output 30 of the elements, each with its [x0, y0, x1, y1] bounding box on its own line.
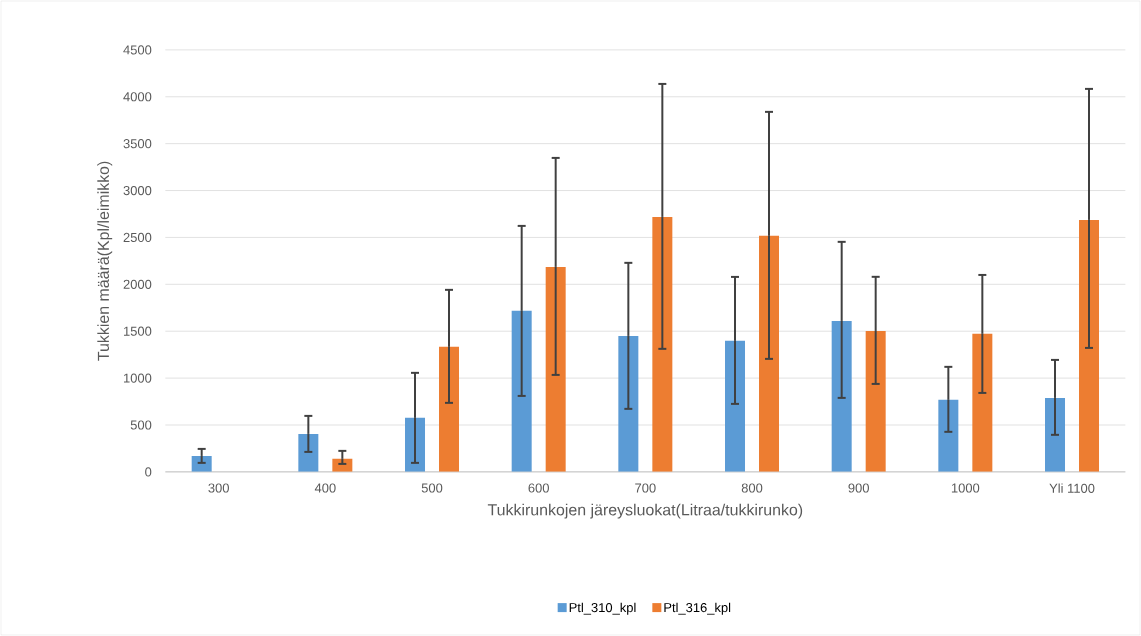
- y-tick-label: 4500: [123, 45, 152, 55]
- x-tick-label: 700: [635, 483, 656, 493]
- y-tick-label: 2000: [123, 279, 152, 289]
- x-tick-label: 600: [528, 483, 549, 493]
- bar: [725, 340, 746, 472]
- x-tick-label: 900: [848, 483, 869, 493]
- y-tick-label: 3500: [123, 139, 152, 149]
- y-tick-label: 4000: [123, 92, 152, 102]
- x-tick-label: 500: [421, 483, 443, 493]
- legend-label: Ptl_310_kpl: [569, 602, 636, 615]
- bar: [865, 330, 886, 472]
- legend-label: Ptl_316_kpl: [664, 602, 731, 615]
- bar: [938, 399, 959, 472]
- bar: [439, 346, 460, 472]
- x-tick-label: Yli 1100: [1049, 483, 1095, 493]
- y-tick-label: 2500: [123, 232, 152, 243]
- x-axis-title: Tukkirunkojen järeysluokat(Litraa/tukkirunko): [487, 503, 803, 519]
- y-tick-label: 0: [145, 467, 152, 477]
- y-axis-title: Tukkien määrä(Kpl/leimikko): [97, 161, 113, 361]
- x-tick-label: 1000: [951, 483, 980, 493]
- y-tick-label: 500: [130, 420, 152, 430]
- x-tick-label: 400: [314, 483, 336, 493]
- y-tick-label: 3000: [123, 185, 152, 196]
- x-tick-label: 800: [741, 483, 763, 493]
- x-tick-label: 300: [208, 483, 229, 493]
- bar: [1045, 397, 1066, 472]
- y-tick-label: 1500: [124, 326, 152, 336]
- bar: [298, 433, 319, 472]
- y-tick-label: 1000: [124, 373, 152, 383]
- bar: [972, 333, 993, 472]
